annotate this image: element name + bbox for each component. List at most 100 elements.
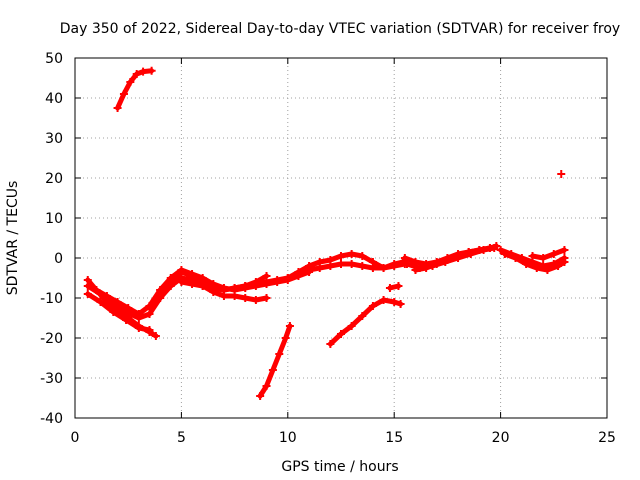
x-tick-label: 25 [598, 430, 616, 446]
series-arc-late-c [411, 244, 494, 274]
data-point [145, 310, 154, 318]
data-point [256, 392, 265, 400]
data-point [347, 322, 356, 330]
data-point [532, 264, 541, 272]
x-tick-label: 15 [385, 430, 403, 446]
data-point [475, 246, 484, 254]
data-point [147, 66, 156, 75]
y-tick-label: 20 [45, 171, 63, 187]
y-tick-label: 30 [45, 131, 63, 147]
series-arc-mid [283, 250, 407, 282]
chart-title: Day 350 of 2022, Sidereal Day-to-day VTE… [60, 21, 620, 37]
data-point [396, 300, 405, 308]
data-point [262, 382, 271, 390]
x-tick-label: 0 [71, 430, 80, 446]
series-arc-late-a [400, 242, 501, 268]
series-arc-dip [256, 322, 294, 400]
data-point [543, 266, 552, 274]
data-point [554, 262, 563, 270]
data-point [402, 260, 411, 268]
data-point [113, 298, 122, 306]
data-point [113, 104, 122, 112]
data-point [156, 286, 165, 294]
data-point [337, 252, 345, 260]
data-point [241, 282, 250, 290]
series-line [115, 68, 155, 111]
data-point [262, 278, 271, 286]
data-point [132, 70, 141, 78]
data-point [315, 258, 324, 266]
data-point [92, 286, 101, 294]
data-point [560, 258, 569, 266]
data-point [454, 252, 463, 260]
series-line [530, 247, 567, 261]
series-arc-top [113, 66, 156, 112]
data-series [83, 66, 569, 400]
data-point [285, 322, 294, 330]
data-point [134, 324, 143, 332]
x-tick-label: 10 [279, 430, 297, 446]
data-point [368, 302, 377, 310]
data-point [326, 256, 335, 264]
data-point [156, 294, 165, 302]
data-point [358, 312, 367, 320]
data-point [522, 260, 531, 268]
data-point [511, 254, 520, 262]
x-tick-label: 5 [177, 430, 186, 446]
data-point [500, 250, 509, 258]
series-arc-short [385, 282, 403, 292]
data-point [464, 248, 473, 256]
data-point [549, 250, 558, 258]
data-point [358, 262, 367, 270]
data-point [485, 244, 494, 252]
data-point [443, 256, 452, 264]
y-tick-label: -30 [40, 371, 63, 387]
data-point [109, 308, 118, 316]
data-point [337, 260, 345, 268]
data-point [145, 326, 154, 334]
axis-ticks: 0 5 10 15 20 25 50 40 30 20 10 0 -10 -20 -30 -40 [40, 51, 616, 446]
data-point [166, 274, 175, 282]
data-point [251, 296, 260, 304]
data-point [496, 246, 505, 254]
data-point [198, 282, 207, 290]
data-point [294, 268, 303, 276]
series-arc-rise [326, 296, 405, 348]
data-point [83, 282, 92, 290]
data-point [281, 334, 290, 342]
data-point [305, 262, 314, 270]
data-point [166, 282, 175, 290]
data-point [422, 264, 431, 272]
data-point [230, 292, 239, 300]
data-point [241, 294, 250, 302]
series-arc-low-2 [83, 290, 154, 334]
data-point [102, 292, 111, 300]
data-point [124, 304, 133, 312]
data-point [134, 310, 143, 318]
data-point [119, 90, 128, 98]
data-point [358, 252, 367, 260]
data-point [368, 258, 377, 266]
y-tick-label: 10 [45, 211, 63, 227]
data-point [337, 330, 345, 338]
y-tick-label: 40 [45, 91, 63, 107]
series-arc-end-c [528, 246, 569, 262]
data-point [177, 278, 186, 286]
grid [75, 58, 607, 418]
data-point [390, 298, 399, 306]
data-point [560, 246, 569, 254]
data-point [385, 284, 394, 292]
x-axis-label: GPS time / hours [281, 459, 398, 475]
data-point [379, 264, 388, 272]
data-point [83, 290, 92, 298]
data-point [273, 276, 282, 284]
data-point [177, 266, 186, 274]
series-arc-end-b [500, 250, 569, 274]
data-point [400, 254, 409, 262]
data-point [379, 296, 388, 304]
data-point [145, 302, 154, 310]
data-point [275, 350, 284, 358]
data-point [528, 252, 537, 260]
data-point [219, 286, 228, 294]
